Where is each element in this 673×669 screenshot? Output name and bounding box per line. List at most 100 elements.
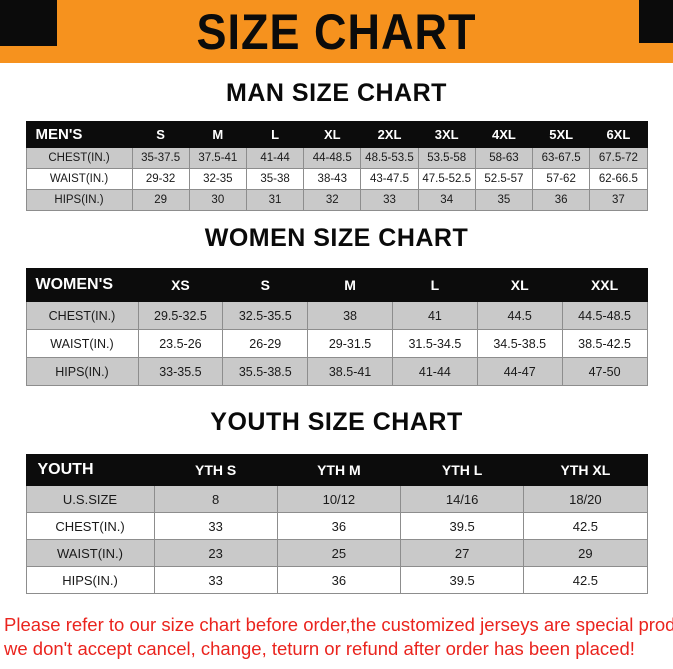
measurement-value: 29.5-32.5 [137,301,224,330]
table-row: WAIST(IN.) 23 25 27 29 [25,539,648,567]
men-section-heading: MAN SIZE CHART [226,79,447,107]
measurement-value: 48.5-53.5 [360,147,419,169]
measurement-value: 36 [532,189,591,211]
measurement-value: 53.5-58 [417,147,476,169]
measurement-label: WAIST(IN.) [25,539,155,567]
youth-section-heading: YOUTH SIZE CHART [210,408,463,436]
measurement-value: 27 [399,539,525,567]
measurement-label: HIPS(IN.) [25,357,139,386]
measurement-value: 44.5 [476,301,563,330]
measurement-value: 58-63 [474,147,534,169]
measurement-value: 63-67.5 [532,147,591,169]
measurement-value: 41 [391,301,478,330]
measurement-value: 31.5-34.5 [391,329,478,358]
table-row: HIPS(IN.) 33 36 39.5 42.5 [25,566,648,594]
measurement-label: HIPS(IN.) [25,566,155,594]
measurement-label: CHEST(IN.) [25,301,139,330]
women-section-heading: WOMEN SIZE CHART [204,224,469,252]
table-header-row: WOMEN'S XS S M L XL XXL [25,268,648,302]
measurement-value: 44-47 [476,357,563,386]
measurement-value: 35-38 [245,168,305,190]
measurement-value: 44-48.5 [303,147,362,169]
size-column-header: 2XL [360,121,419,148]
measurement-value: 29-31.5 [307,329,393,358]
table-row: HIPS(IN.) 29 30 31 32 33 34 35 36 37 [25,189,648,211]
men-size-table: MEN'S S M L XL 2XL 3XL 4XL 5XL 6XL CHEST(IN.) 35-37… [25,121,648,211]
measurement-value: 39.5 [399,512,525,540]
measurement-value: 47.5-52.5 [417,168,476,190]
measurement-value: 44.5-48.5 [561,301,648,330]
disclaimer: Please refer to our size chart before or… [0,613,673,661]
measurement-value: 38.5-41 [307,357,393,386]
size-column-header: YTH L [399,454,525,486]
measurement-value: 35-37.5 [131,147,190,169]
corner-decoration-left [0,0,57,46]
size-column-header: S [222,268,309,302]
size-column-header: L [245,121,305,148]
size-column-header: 3XL [417,121,476,148]
measurement-value: 34.5-38.5 [476,329,563,358]
disclaimer-line-1: Please refer to our size chart before or… [4,614,673,635]
banner: SIZE CHART [0,0,673,63]
disclaimer-line-2: we don't accept cancel, change, teturn o… [4,638,635,660]
measurement-value: 18/20 [523,485,648,513]
measurement-value: 42.5 [523,512,648,540]
size-column-header: 4XL [474,121,534,148]
size-column-header: XS [137,268,224,302]
size-column-header: M [188,121,247,148]
measurement-value: 8 [153,485,278,513]
size-column-header: YTH M [276,454,402,486]
size-column-header: M [307,268,393,302]
size-column-header: 5XL [532,121,591,148]
measurement-label: WAIST(IN.) [25,329,139,358]
measurement-value: 29-32 [131,168,190,190]
table-row: CHEST(IN.) 29.5-32.5 32.5-35.5 38 41 44.5 44.5… [25,301,648,330]
measurement-value: 38-43 [303,168,362,190]
table-corner-label: YOUTH [25,454,155,486]
table-row: WAIST(IN.) 23.5-26 26-29 29-31.5 31.5-34.5 34… [25,329,648,358]
measurement-value: 42.5 [523,566,648,594]
measurement-label: CHEST(IN.) [25,512,155,540]
measurement-value: 23 [153,539,278,567]
measurement-value: 41-44 [391,357,478,386]
table-corner-label: WOMEN'S [25,268,139,302]
measurement-label: HIPS(IN.) [25,189,133,211]
size-column-header: S [131,121,190,148]
measurement-value: 10/12 [276,485,402,513]
measurement-value: 38.5-42.5 [561,329,648,358]
measurement-value: 29 [523,539,648,567]
size-column-header: XXL [561,268,648,302]
corner-decoration-right [639,0,673,43]
table-corner-label: MEN'S [25,121,133,148]
size-column-header: YTH XL [523,454,648,486]
table-row: WAIST(IN.) 29-32 32-35 35-38 38-43 43-47.5 47.… [25,168,648,190]
measurement-label: CHEST(IN.) [25,147,133,169]
women-size-table: WOMEN'S XS S M L XL XXL CHEST(IN.) 29.5-32.5 32.5… [25,268,648,386]
measurement-value: 32.5-35.5 [222,301,309,330]
measurement-value: 33-35.5 [137,357,224,386]
size-column-header: YTH S [153,454,278,486]
measurement-value: 35 [474,189,534,211]
measurement-value: 37.5-41 [188,147,247,169]
measurement-value: 38 [307,301,393,330]
measurement-value: 35.5-38.5 [222,357,309,386]
measurement-label: WAIST(IN.) [25,168,133,190]
measurement-value: 36 [276,566,402,594]
measurement-label: U.S.SIZE [25,485,155,513]
measurement-value: 30 [188,189,247,211]
measurement-value: 41-44 [245,147,305,169]
youth-size-table: YOUTH YTH S YTH M YTH L YTH XL U.S.SIZE 8 10/12… [25,454,648,594]
measurement-value: 33 [153,512,278,540]
page-title: SIZE CHART [196,2,477,60]
measurement-value: 31 [245,189,305,211]
measurement-value: 47-50 [561,357,648,386]
measurement-value: 33 [153,566,278,594]
measurement-value: 32-35 [188,168,247,190]
measurement-value: 43-47.5 [360,168,419,190]
measurement-value: 39.5 [399,566,525,594]
measurement-value: 33 [360,189,419,211]
measurement-value: 25 [276,539,402,567]
measurement-value: 36 [276,512,402,540]
table-row: HIPS(IN.) 33-35.5 35.5-38.5 38.5-41 41-44 44-… [25,357,648,386]
